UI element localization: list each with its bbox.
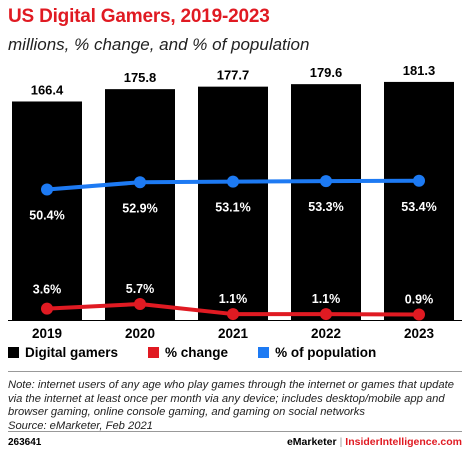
bar-label-2023: 181.3 [403,63,436,78]
label-percent-population-2021: 53.1% [215,201,250,215]
label-percent-population-2020: 52.9% [122,201,157,215]
x-tick-label-2020: 2020 [125,326,155,340]
brand-credit: eMarketer | InsiderIntelligence.com [287,436,462,448]
footer-divider [8,371,462,372]
bar-2023 [384,81,454,320]
footnote: Note: internet users of any age who play… [8,379,463,433]
legend-swatch-percent-change [148,347,160,358]
legend: Digital gamers % change % of population [8,345,406,360]
legend-swatch-digital-gamers [8,347,19,358]
chart-title: US Digital Gamers, 2019-2023 [8,6,270,27]
bar-label-2019: 166.4 [31,82,64,97]
label-percent-population-2019: 50.4% [29,209,64,223]
brand-emarketer[interactable]: eMarketer [286,436,337,448]
point-percent-change-2023 [413,308,425,321]
point-percent-population-2019 [41,183,53,196]
bar-2019 [12,101,82,320]
label-percent-population-2022: 53.3% [308,200,343,214]
bar-2022 [291,84,361,321]
x-tick-label-2023: 2023 [404,326,435,340]
legend-item-digital-gamers: Digital gamers [8,345,118,360]
point-percent-population-2021 [227,175,239,188]
label-percent-population-2023: 53.4% [401,200,436,214]
label-percent-change-2023: 0.9% [405,293,434,307]
point-percent-change-2019 [41,302,53,315]
x-tick-label-2022: 2022 [311,326,341,340]
point-percent-change-2021 [227,308,239,321]
x-tick-label-2021: 2021 [218,326,249,340]
x-tick-label-2019: 2019 [32,326,62,340]
brand-insider-intelligence[interactable]: InsiderIntelligence.com [345,436,462,448]
bar-2021 [198,86,268,320]
point-percent-population-2020 [134,176,146,189]
point-percent-population-2022 [320,175,332,188]
legend-swatch-percent-population [258,347,270,358]
legend-item-percent-population: % of population [258,345,376,360]
label-percent-change-2020: 5.7% [126,282,155,296]
bar-2020 [105,89,175,320]
label-percent-change-2021: 1.1% [219,292,248,306]
bar-label-2022: 179.6 [310,65,343,80]
footnote-text: Note: internet users of any age who play… [8,379,454,419]
legend-item-percent-change: % change [148,345,228,360]
bar-label-2020: 175.8 [124,70,157,85]
source-text: Source: eMarketer, Feb 2021 [8,419,153,432]
legend-label-percent-population: % of population [275,345,377,360]
point-percent-change-2020 [134,298,146,310]
point-percent-change-2022 [320,308,332,321]
legend-label-percent-change: % change [165,345,229,360]
bar-label-2021: 177.7 [217,68,250,83]
point-percent-population-2023 [413,174,425,187]
chart-canvas: 166.4 175.8 177.7 179.6 181.3 2019 2020 2021 202… [8,63,462,340]
legend-label-digital-gamers: Digital gamers [25,345,119,360]
chart-id: 263641 [8,437,42,448]
chart-subtitle: millions, % change, and % of population [8,35,310,54]
label-percent-change-2022: 1.1% [312,292,341,306]
label-percent-change-2019: 3.6% [33,283,62,297]
brand-separator: | [339,436,343,448]
footer-bottom-divider [8,431,462,432]
